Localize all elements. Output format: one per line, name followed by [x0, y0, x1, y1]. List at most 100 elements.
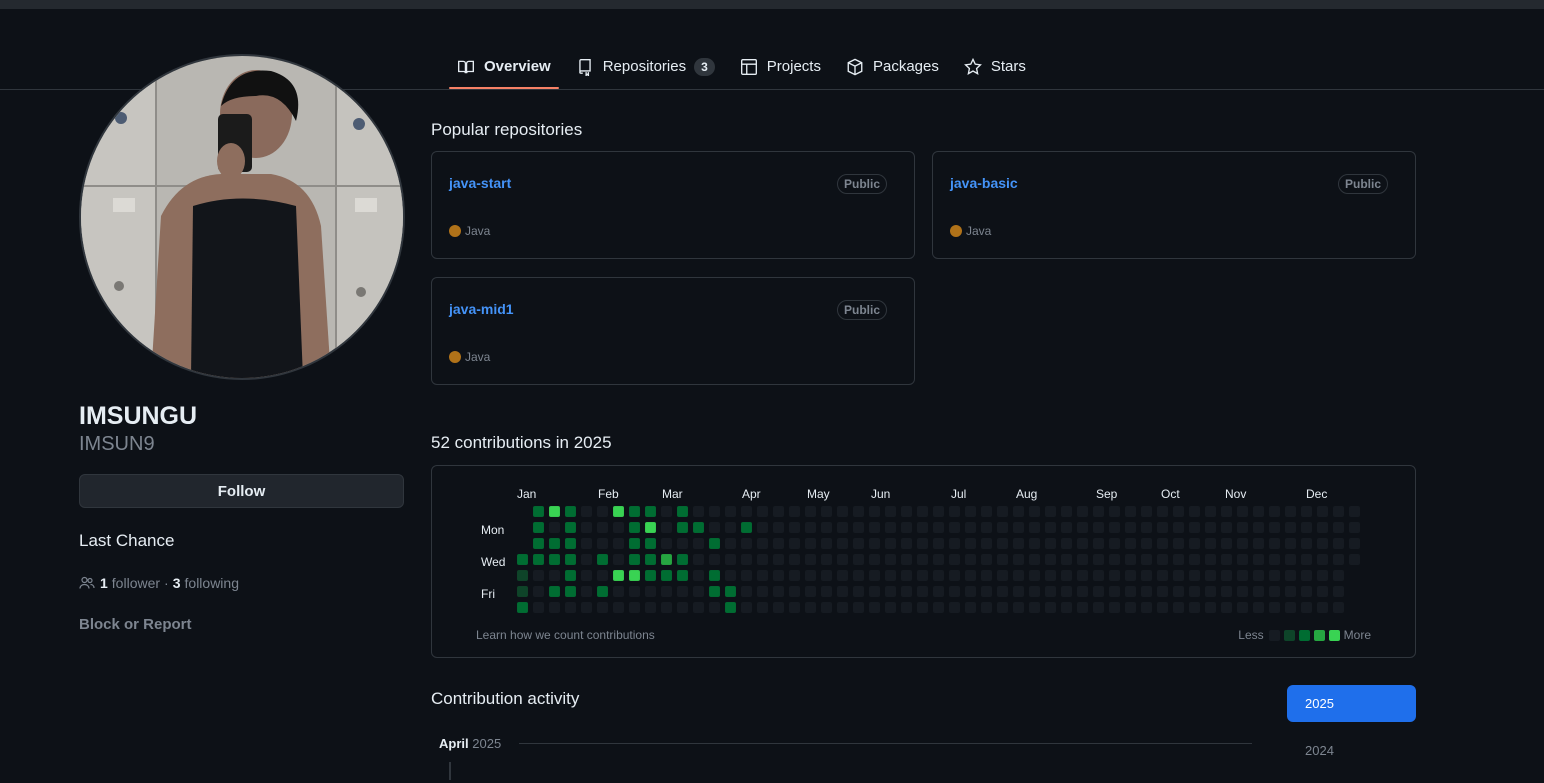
contribution-cell[interactable] [1237, 602, 1248, 613]
contribution-cell[interactable] [853, 506, 864, 517]
contribution-cell[interactable] [629, 522, 640, 533]
contribution-cell[interactable] [1205, 522, 1216, 533]
contribution-cell[interactable] [693, 506, 704, 517]
contribution-cell[interactable] [549, 506, 560, 517]
repo-name-link[interactable]: java-basic [950, 175, 1018, 191]
contribution-cell[interactable] [1125, 570, 1136, 581]
contribution-cell[interactable] [773, 570, 784, 581]
contribution-cell[interactable] [997, 506, 1008, 517]
contribution-cell[interactable] [789, 570, 800, 581]
contribution-cell[interactable] [1189, 586, 1200, 597]
contribution-cell[interactable] [949, 522, 960, 533]
contribution-cell[interactable] [1253, 586, 1264, 597]
contribution-cell[interactable] [581, 554, 592, 565]
contribution-cell[interactable] [645, 570, 656, 581]
contribution-cell[interactable] [1189, 570, 1200, 581]
contribution-cell[interactable] [837, 506, 848, 517]
contribution-cell[interactable] [1109, 586, 1120, 597]
contribution-cell[interactable] [1317, 522, 1328, 533]
contribution-cell[interactable] [981, 570, 992, 581]
contribution-cell[interactable] [597, 570, 608, 581]
contribution-cell[interactable] [709, 554, 720, 565]
contribution-cell[interactable] [997, 554, 1008, 565]
contribution-cell[interactable] [661, 538, 672, 549]
contribution-cell[interactable] [1301, 522, 1312, 533]
contribution-cell[interactable] [693, 570, 704, 581]
contribution-cell[interactable] [645, 586, 656, 597]
contribution-cell[interactable] [629, 586, 640, 597]
contribution-cell[interactable] [1237, 554, 1248, 565]
contribution-cell[interactable] [1349, 554, 1360, 565]
contribution-cell[interactable] [869, 506, 880, 517]
contribution-cell[interactable] [1189, 602, 1200, 613]
contribution-cell[interactable] [949, 554, 960, 565]
contribution-cell[interactable] [1029, 538, 1040, 549]
contribution-cell[interactable] [1205, 570, 1216, 581]
contribution-cell[interactable] [629, 538, 640, 549]
contribution-cell[interactable] [933, 538, 944, 549]
contribution-cell[interactable] [1013, 538, 1024, 549]
contribution-cell[interactable] [1029, 522, 1040, 533]
contribution-cell[interactable] [1173, 570, 1184, 581]
contribution-cell[interactable] [1141, 554, 1152, 565]
contribution-cell[interactable] [629, 602, 640, 613]
contribution-cell[interactable] [613, 602, 624, 613]
contribution-cell[interactable] [981, 554, 992, 565]
contribution-cell[interactable] [933, 602, 944, 613]
contribution-cell[interactable] [1221, 602, 1232, 613]
contribution-cell[interactable] [1221, 522, 1232, 533]
contribution-cell[interactable] [1093, 522, 1104, 533]
contribution-cell[interactable] [1125, 602, 1136, 613]
contribution-cell[interactable] [725, 586, 736, 597]
contribution-cell[interactable] [581, 522, 592, 533]
contribution-cell[interactable] [1045, 586, 1056, 597]
contribution-cell[interactable] [1061, 506, 1072, 517]
contribution-cell[interactable] [1045, 570, 1056, 581]
contribution-cell[interactable] [773, 554, 784, 565]
contribution-cell[interactable] [997, 538, 1008, 549]
contribution-cell[interactable] [741, 554, 752, 565]
contribution-cell[interactable] [773, 586, 784, 597]
contribution-cell[interactable] [1173, 586, 1184, 597]
contribution-cell[interactable] [1141, 586, 1152, 597]
contribution-cell[interactable] [1157, 522, 1168, 533]
contribution-cell[interactable] [1013, 586, 1024, 597]
contribution-cell[interactable] [1029, 602, 1040, 613]
contribution-cell[interactable] [1285, 570, 1296, 581]
contribution-cell[interactable] [965, 554, 976, 565]
contribution-cell[interactable] [981, 602, 992, 613]
contribution-cell[interactable] [1221, 538, 1232, 549]
contribution-cell[interactable] [677, 554, 688, 565]
contribution-cell[interactable] [661, 570, 672, 581]
contribution-cell[interactable] [1173, 554, 1184, 565]
contribution-cell[interactable] [549, 554, 560, 565]
contribution-cell[interactable] [645, 506, 656, 517]
year-button-2025[interactable]: 2025 [1287, 685, 1416, 722]
contribution-cell[interactable] [645, 602, 656, 613]
contribution-cell[interactable] [1253, 538, 1264, 549]
contribution-cell[interactable] [645, 538, 656, 549]
contribution-cell[interactable] [533, 602, 544, 613]
tab-repositories[interactable]: Repositories 3 [568, 44, 723, 89]
contribution-cell[interactable] [1093, 586, 1104, 597]
contribution-cell[interactable] [533, 554, 544, 565]
contribution-cell[interactable] [837, 602, 848, 613]
contribution-cell[interactable] [997, 586, 1008, 597]
contribution-cell[interactable] [1173, 506, 1184, 517]
contribution-cell[interactable] [533, 522, 544, 533]
contribution-cell[interactable] [837, 522, 848, 533]
contribution-cell[interactable] [517, 586, 528, 597]
contribution-cell[interactable] [901, 570, 912, 581]
contribution-cell[interactable] [1269, 570, 1280, 581]
contribution-cell[interactable] [789, 554, 800, 565]
contribution-cell[interactable] [725, 506, 736, 517]
contribution-cell[interactable] [885, 506, 896, 517]
contribution-cell[interactable] [565, 538, 576, 549]
contribution-cell[interactable] [1189, 538, 1200, 549]
contribution-cell[interactable] [597, 554, 608, 565]
contribution-cell[interactable] [1317, 506, 1328, 517]
contribution-cell[interactable] [853, 602, 864, 613]
contribution-cell[interactable] [597, 506, 608, 517]
contribution-cell[interactable] [853, 522, 864, 533]
contribution-cell[interactable] [1333, 586, 1344, 597]
